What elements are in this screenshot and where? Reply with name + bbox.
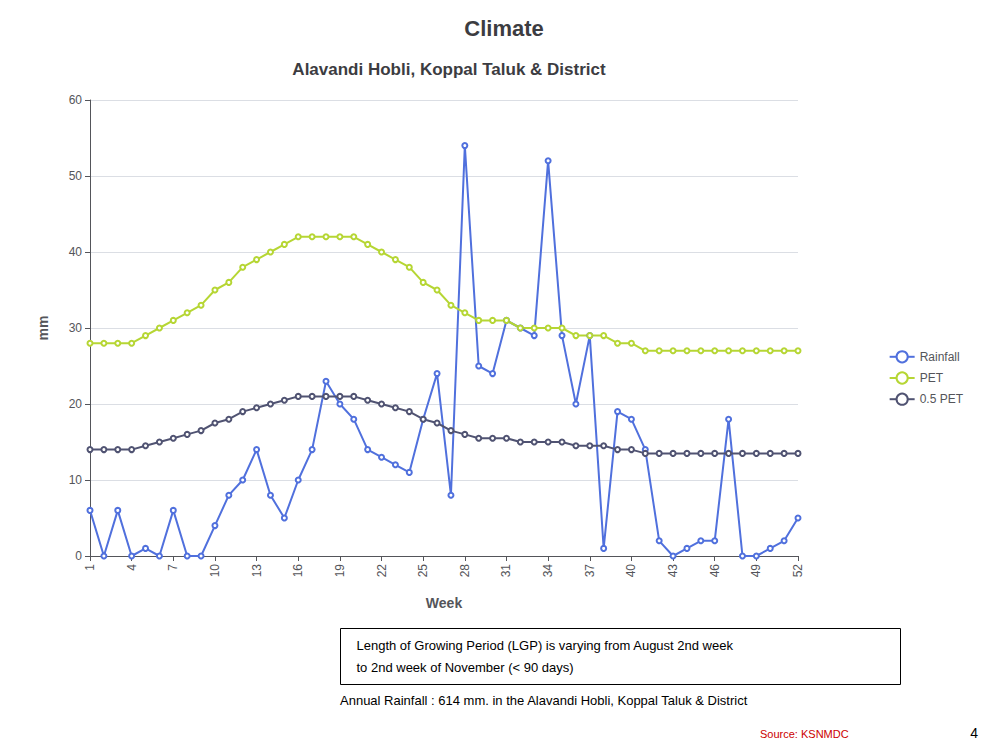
svg-text:Length of Growing Period (LGP): Length of Growing Period (LGP) is varyin… <box>357 638 734 653</box>
svg-text:20: 20 <box>69 397 83 411</box>
svg-text:to 2nd week of November (< 90: to 2nd week of November (< 90 days) <box>357 660 574 675</box>
svg-text:1: 1 <box>83 564 97 571</box>
svg-text:Week: Week <box>426 595 463 611</box>
svg-text:Source: KSNMDC: Source: KSNMDC <box>760 728 849 740</box>
svg-text:7: 7 <box>166 564 180 571</box>
svg-text:4: 4 <box>125 564 139 571</box>
svg-text:Climate: Climate <box>464 16 543 41</box>
svg-text:52: 52 <box>791 564 805 578</box>
svg-text:50: 50 <box>69 169 83 183</box>
svg-text:Rainfall: Rainfall <box>920 350 960 364</box>
svg-text:4: 4 <box>970 725 978 741</box>
svg-text:40: 40 <box>624 564 638 578</box>
svg-text:10: 10 <box>208 564 222 578</box>
svg-text:49: 49 <box>749 564 763 578</box>
svg-text:PET: PET <box>920 371 944 385</box>
svg-text:46: 46 <box>708 564 722 578</box>
svg-text:37: 37 <box>583 564 597 578</box>
svg-text:30: 30 <box>69 321 83 335</box>
svg-text:31: 31 <box>499 564 513 578</box>
svg-text:Alavandi Hobli, Koppal Taluk &: Alavandi Hobli, Koppal Taluk & District <box>292 60 606 79</box>
svg-text:43: 43 <box>666 564 680 578</box>
svg-text:0: 0 <box>75 549 82 563</box>
svg-text:Annual Rainfall : 614 mm. in t: Annual Rainfall : 614 mm. in the Alavand… <box>340 693 748 708</box>
svg-text:28: 28 <box>458 564 472 578</box>
svg-text:mm: mm <box>35 316 51 341</box>
svg-text:19: 19 <box>333 564 347 578</box>
svg-text:40: 40 <box>69 245 83 259</box>
svg-text:60: 60 <box>69 93 83 107</box>
svg-text:22: 22 <box>375 564 389 578</box>
svg-text:0.5 PET: 0.5 PET <box>920 392 964 406</box>
svg-text:16: 16 <box>291 564 305 578</box>
svg-text:10: 10 <box>69 473 83 487</box>
svg-text:25: 25 <box>416 564 430 578</box>
svg-text:34: 34 <box>541 564 555 578</box>
svg-text:13: 13 <box>250 564 264 578</box>
